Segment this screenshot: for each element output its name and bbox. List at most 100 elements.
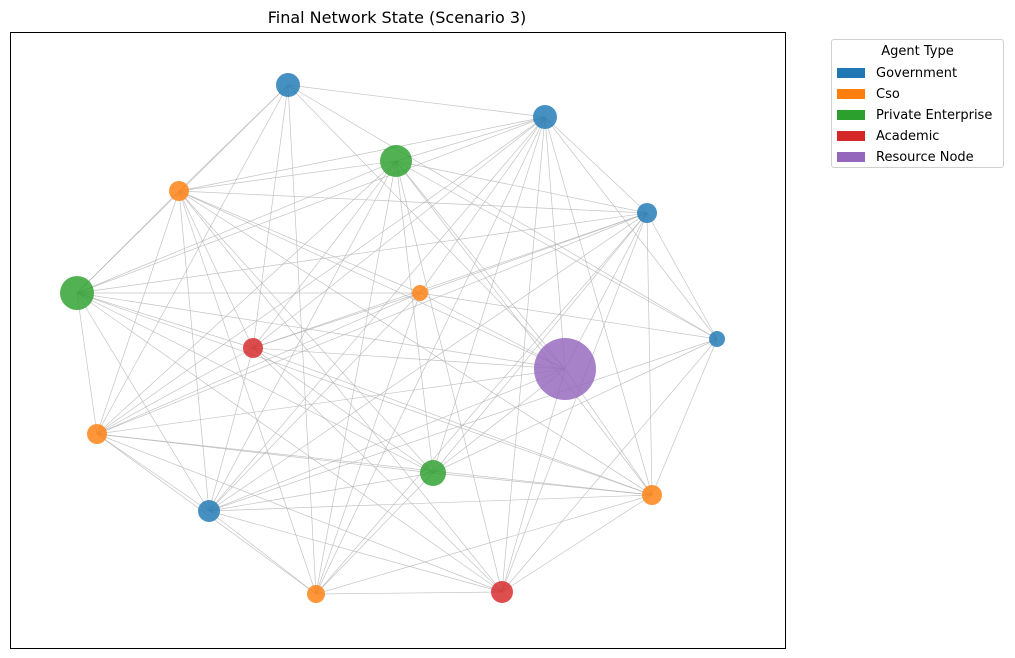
network-edge (76, 292, 254, 349)
network-edge (208, 510, 503, 593)
network-edge (76, 292, 98, 435)
network-edge (178, 190, 317, 595)
network-edge (544, 116, 566, 370)
network-edge (315, 160, 397, 595)
network-edge (315, 116, 546, 595)
network-edge (315, 494, 653, 595)
network-edge (252, 116, 546, 349)
network-edge (544, 116, 718, 340)
network-edge (76, 292, 210, 512)
network-edge (252, 347, 653, 496)
network-edge (287, 84, 718, 340)
network-edge (501, 212, 648, 593)
network-edge (501, 368, 566, 593)
network-edge (287, 84, 317, 595)
network-edge (96, 212, 648, 435)
network-edge (287, 84, 546, 118)
network-edge (76, 292, 653, 496)
legend: Agent Type Government Cso Private Enterp… (831, 39, 1004, 168)
network-node-government (709, 331, 725, 347)
network-edge (178, 190, 503, 593)
network-edge (287, 84, 566, 370)
network-edge (208, 116, 546, 512)
network-edge (208, 160, 397, 512)
legend-swatch (837, 89, 865, 99)
network-edge (252, 160, 397, 349)
network-edge (501, 338, 718, 593)
network-node-government (276, 73, 300, 97)
network-edge (252, 347, 434, 474)
network-edge (395, 160, 718, 340)
network-edge (76, 116, 546, 294)
legend-item-private-enterprise: Private Enterprise (837, 107, 992, 123)
network-edge (208, 368, 566, 512)
legend-label: Government (876, 65, 958, 81)
network-edge (76, 212, 648, 294)
network-node-academic (243, 338, 263, 358)
network-edge (76, 160, 397, 294)
network-edge (96, 190, 180, 435)
network-edge (252, 292, 421, 349)
network-edge (252, 347, 503, 593)
legend-item-government: Government (837, 65, 957, 81)
network-edge (96, 116, 546, 435)
legend-item-cso: Cso (837, 86, 900, 102)
network-edge (395, 160, 503, 593)
network-node-government (533, 105, 557, 129)
legend-swatch (837, 110, 865, 120)
network-edge (395, 160, 434, 474)
network-edge (315, 591, 503, 595)
legend-label: Private Enterprise (876, 107, 993, 123)
network-edge (646, 212, 718, 340)
network-edge (252, 84, 289, 349)
network-edge (544, 116, 648, 214)
network-edge (178, 160, 397, 192)
legend-label: Resource Node (876, 149, 974, 165)
legend-swatch (837, 152, 865, 162)
network-edge (178, 190, 210, 512)
network-edge (96, 433, 434, 474)
network-edge (432, 116, 546, 474)
network-edge (501, 116, 546, 593)
network-edge (76, 190, 180, 294)
network-edge (76, 292, 566, 370)
network-edge (208, 510, 317, 595)
plot-frame (10, 32, 786, 649)
network-edge (419, 212, 648, 294)
network-edge (501, 494, 653, 593)
network-edge (646, 212, 653, 496)
network-node-academic (491, 581, 513, 603)
legend-label: Academic (876, 128, 940, 144)
network-node-cso (412, 285, 428, 301)
network-edge (96, 347, 254, 435)
network-edge (178, 190, 421, 294)
network-edge (252, 212, 648, 349)
network-node-government (637, 203, 657, 223)
nodes-layer (60, 73, 725, 603)
network-edge (178, 190, 648, 214)
network-node-private (60, 276, 94, 310)
network-edge (315, 472, 434, 595)
network-edge (432, 472, 653, 496)
network-edge (178, 116, 546, 192)
legend-swatch (837, 131, 865, 141)
network-edge (315, 292, 421, 595)
network-edge (395, 160, 566, 370)
network-edge (96, 292, 421, 435)
network-edge (432, 212, 648, 474)
network-node-cso (169, 181, 189, 201)
network-edge (96, 433, 503, 593)
network-edge (419, 292, 718, 340)
network-edge (96, 433, 210, 512)
network-edge (76, 292, 503, 593)
network-edge (252, 347, 566, 370)
network-edge (208, 472, 434, 512)
chart-title: Final Network State (Scenario 3) (268, 8, 527, 27)
network-edge (208, 347, 254, 512)
network-edge (178, 190, 566, 370)
network-node-private (420, 460, 446, 486)
network-node-resource (534, 338, 596, 400)
network-edge (96, 160, 397, 435)
network-edge (208, 212, 648, 512)
